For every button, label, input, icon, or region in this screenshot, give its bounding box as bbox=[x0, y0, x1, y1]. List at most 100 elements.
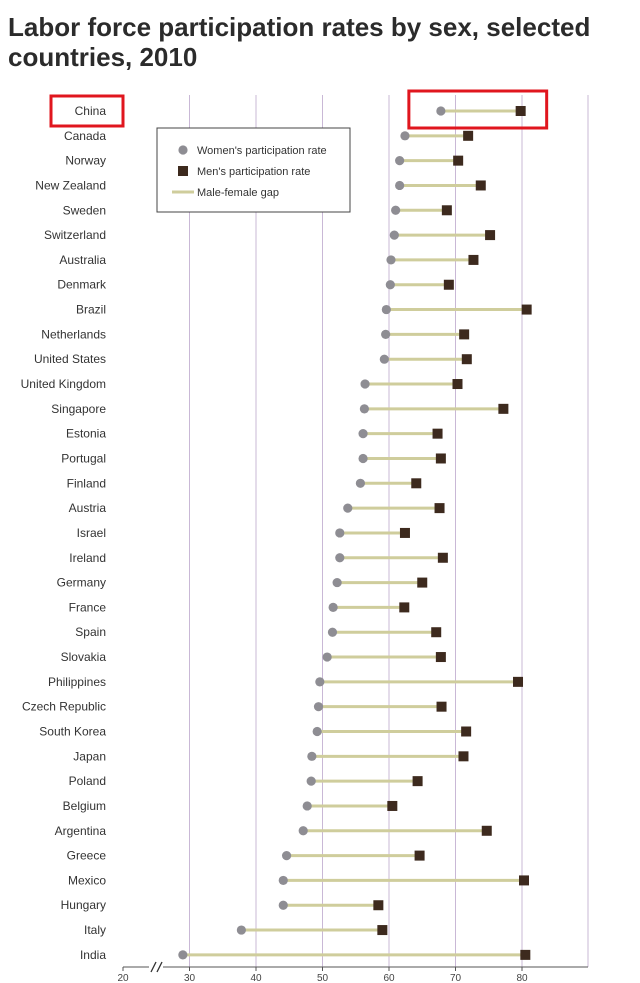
category-label-canada: Canada bbox=[64, 129, 106, 143]
row-germany: Germany bbox=[57, 576, 428, 590]
row-austria: Austria bbox=[69, 501, 445, 515]
category-label-philippines: Philippines bbox=[48, 675, 106, 689]
category-label-china: China bbox=[75, 104, 107, 118]
legend-box bbox=[156, 127, 351, 213]
men-point-slovakia bbox=[435, 652, 446, 663]
category-label-poland: Poland bbox=[69, 774, 106, 788]
men-point-estonia bbox=[432, 428, 443, 439]
women-point-ireland bbox=[335, 553, 345, 563]
category-label-argentina: Argentina bbox=[55, 824, 107, 838]
category-label-italy: Italy bbox=[84, 923, 106, 937]
women-point-italy bbox=[236, 925, 246, 935]
women-point-austria bbox=[343, 503, 353, 513]
row-united-kingdom: United Kingdom bbox=[21, 377, 463, 391]
category-label-czech-republic: Czech Republic bbox=[22, 700, 106, 714]
row-netherlands: Netherlands bbox=[41, 327, 470, 341]
legend-label-men: Men's participation rate bbox=[197, 166, 310, 178]
men-point-portugal bbox=[435, 453, 446, 464]
men-point-belgium bbox=[387, 800, 398, 811]
women-point-finland bbox=[355, 478, 366, 488]
women-point-new-zealand bbox=[395, 180, 405, 191]
legend-label-gap: Male-female gap bbox=[197, 187, 279, 199]
row-australia: Australia bbox=[59, 253, 479, 267]
men-point-philippines bbox=[513, 676, 524, 687]
row-china: China bbox=[75, 104, 526, 118]
row-norway: Norway bbox=[65, 154, 464, 168]
men-point-united-kingdom bbox=[452, 379, 463, 390]
men-point-france bbox=[399, 602, 410, 613]
row-south-korea: South Korea bbox=[39, 725, 472, 739]
row-slovakia: Slovakia bbox=[61, 650, 446, 664]
women-point-hungary bbox=[278, 900, 288, 910]
row-france: France bbox=[69, 600, 410, 614]
row-denmark: Denmark bbox=[57, 278, 454, 292]
men-point-poland bbox=[412, 776, 423, 787]
women-point-south-korea bbox=[312, 726, 322, 737]
women-point-united-states bbox=[379, 354, 389, 364]
men-point-united-states bbox=[461, 354, 472, 365]
x-axis: 20 30 40 50 60 70 80 bbox=[117, 961, 588, 983]
men-point-norway bbox=[453, 155, 464, 166]
category-label-india: India bbox=[80, 948, 106, 962]
row-greece: Greece bbox=[67, 849, 425, 863]
row-estonia: Estonia bbox=[66, 427, 443, 441]
men-point-switzerland bbox=[485, 230, 496, 241]
men-point-hungary bbox=[373, 900, 384, 911]
women-point-netherlands bbox=[381, 329, 391, 339]
women-point-philippines bbox=[315, 677, 325, 687]
category-label-finland: Finland bbox=[67, 476, 106, 490]
men-point-australia bbox=[468, 254, 479, 265]
women-point-estonia bbox=[358, 429, 368, 439]
legend-label-women: Women's participation rate bbox=[197, 145, 327, 157]
women-point-spain bbox=[327, 627, 338, 637]
women-point-slovakia bbox=[322, 652, 332, 662]
row-argentina: Argentina bbox=[55, 824, 492, 838]
category-label-portugal: Portugal bbox=[61, 451, 106, 465]
row-brazil: Brazil bbox=[76, 303, 532, 317]
x-tick-label-80: 80 bbox=[516, 973, 528, 983]
category-label-sweden: Sweden bbox=[63, 203, 106, 217]
women-point-argentina bbox=[298, 826, 308, 836]
x-tick-label-30: 30 bbox=[184, 973, 196, 983]
row-italy: Italy bbox=[84, 923, 388, 937]
men-point-netherlands bbox=[459, 329, 470, 340]
row-finland: Finland bbox=[67, 476, 422, 490]
women-point-czech-republic bbox=[313, 702, 324, 712]
row-poland: Poland bbox=[69, 774, 423, 788]
row-ireland: Ireland bbox=[69, 551, 448, 565]
category-label-switzerland: Switzerland bbox=[44, 228, 106, 242]
category-label-norway: Norway bbox=[65, 154, 106, 168]
women-point-sweden bbox=[391, 205, 401, 215]
row-singapore: Singapore bbox=[51, 402, 509, 416]
category-label-austria: Austria bbox=[69, 501, 107, 515]
row-switzerland: Switzerland bbox=[44, 228, 496, 242]
row-india: India bbox=[80, 948, 531, 962]
men-point-israel bbox=[399, 527, 410, 538]
women-point-india bbox=[178, 950, 188, 960]
row-belgium: Belgium bbox=[63, 799, 398, 813]
women-point-denmark bbox=[385, 280, 395, 290]
women-point-poland bbox=[306, 776, 316, 786]
men-point-denmark bbox=[443, 279, 454, 290]
category-label-brazil: Brazil bbox=[76, 303, 106, 317]
category-label-singapore: Singapore bbox=[51, 402, 106, 416]
category-label-united-kingdom: United Kingdom bbox=[21, 377, 106, 391]
women-point-greece bbox=[281, 851, 292, 861]
row-mexico: Mexico bbox=[68, 873, 529, 887]
men-point-singapore bbox=[498, 403, 509, 414]
men-point-argentina bbox=[481, 825, 492, 836]
women-point-china bbox=[436, 106, 446, 116]
women-point-brazil bbox=[381, 304, 391, 315]
category-label-germany: Germany bbox=[57, 576, 106, 590]
row-new-zealand: New Zealand bbox=[35, 178, 486, 192]
row-sweden: Sweden bbox=[63, 203, 452, 217]
category-label-south-korea: South Korea bbox=[39, 725, 106, 739]
men-point-canada bbox=[463, 130, 474, 141]
x-tick-label-40: 40 bbox=[250, 973, 262, 983]
x-tick-label-50: 50 bbox=[317, 973, 329, 983]
women-point-switzerland bbox=[389, 230, 399, 240]
highlight-boxes bbox=[49, 89, 549, 130]
category-label-spain: Spain bbox=[75, 625, 106, 639]
x-tick-label-60: 60 bbox=[383, 973, 395, 983]
men-point-sweden bbox=[441, 205, 452, 216]
